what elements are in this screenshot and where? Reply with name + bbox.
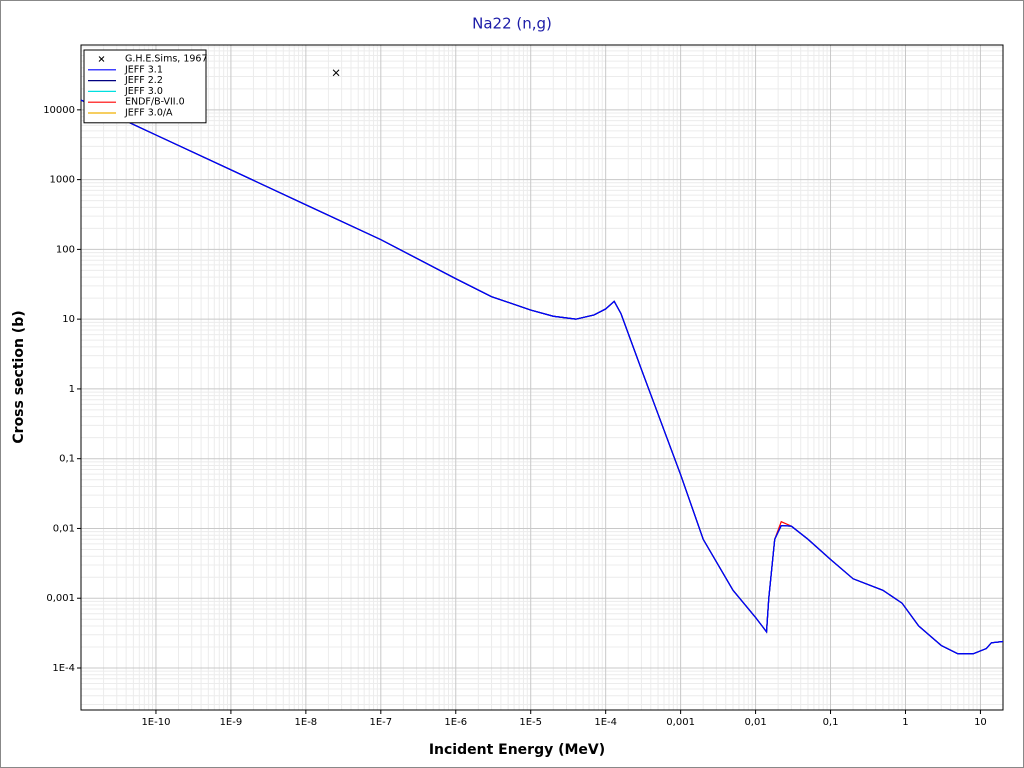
x-axis-label: Incident Energy (MeV) [429, 742, 605, 758]
legend-label: JEFF 2.2 [124, 75, 163, 86]
plot-border [80, 44, 1004, 711]
x-tick-label: 1E-8 [295, 717, 318, 728]
legend-label: JEFF 3.0/A [124, 108, 173, 119]
y-tick-label: 0,001 [46, 593, 75, 604]
y-axis-label: Cross section (b) [11, 310, 27, 443]
plot-area [81, 45, 1003, 710]
x-tick-label: 1E-5 [519, 717, 542, 728]
x-tick-label: 0,01 [744, 717, 766, 728]
x-tick-label: 1E-10 [141, 717, 170, 728]
marker [98, 56, 105, 62]
y-tick-label: 10 [62, 314, 75, 325]
series-line [81, 99, 1003, 655]
x-tick-label: 1E-4 [594, 717, 617, 728]
legend-label: JEFF 3.0 [124, 86, 163, 97]
legend-label: ENDF/B-VII.0 [125, 97, 185, 108]
data-point [332, 69, 340, 77]
y-tick-label: 1E-4 [52, 663, 75, 674]
y-tick-label: 1 [69, 384, 75, 395]
x-tick-label: 0,1 [823, 717, 839, 728]
legend-marker [98, 56, 105, 62]
x-tick-label: 1E-7 [369, 717, 392, 728]
x-tick-label: 10 [974, 717, 987, 728]
y-tick-label: 100 [56, 244, 75, 255]
legend-label: G.H.E.Sims, 1967 [125, 54, 208, 65]
y-tick-label: 0,1 [59, 454, 75, 465]
plot-series [81, 69, 1003, 655]
y-tick-label: 1000 [50, 175, 75, 186]
chart-title: Na22 (n,g) [472, 15, 552, 33]
legend-label: JEFF 3.1 [124, 64, 163, 75]
x-tick-label: 1E-9 [220, 717, 243, 728]
y-tick-label: 0,01 [53, 523, 75, 534]
x-tick-label: 0,001 [666, 717, 695, 728]
legend-box [83, 49, 207, 124]
marker [332, 69, 340, 77]
y-tick-label: 10000 [43, 105, 75, 116]
x-tick-label: 1 [902, 717, 908, 728]
x-tick-label: 1E-6 [444, 717, 467, 728]
